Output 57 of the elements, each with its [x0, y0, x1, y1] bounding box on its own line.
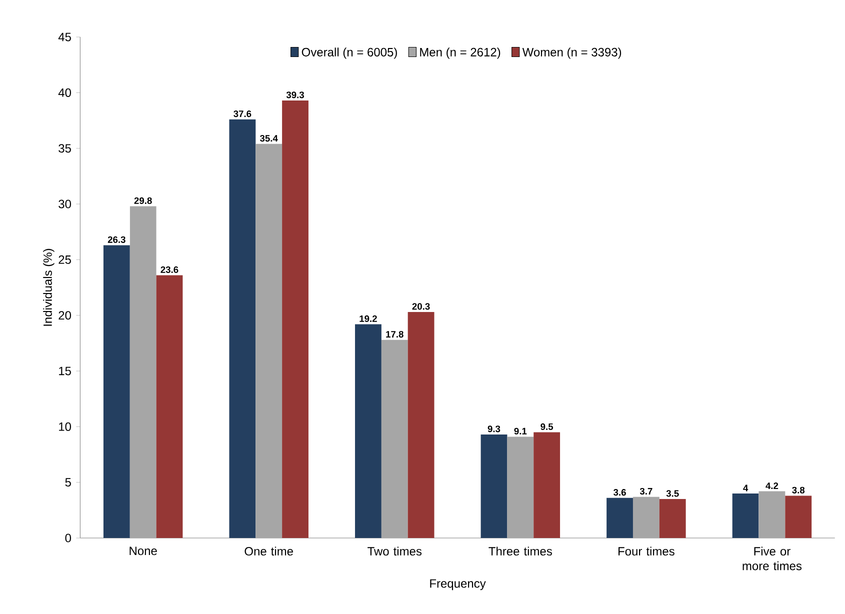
- y-tick-label: 35: [58, 144, 71, 153]
- data-label: 29.8: [134, 197, 152, 204]
- data-label: 3.6: [614, 489, 626, 496]
- data-label: 9.3: [488, 426, 500, 432]
- x-tick-label: One time: [244, 546, 293, 556]
- x-tick-label: Two times: [368, 546, 422, 556]
- bar: [229, 119, 256, 538]
- data-label: 4: [743, 484, 748, 492]
- y-tick-label: 45: [58, 32, 71, 42]
- y-tick-label: 5: [65, 478, 71, 487]
- bar: [408, 312, 434, 538]
- x-tick-label: Three times: [488, 546, 552, 556]
- y-tick-label: 40: [58, 88, 72, 97]
- bar: [534, 432, 560, 538]
- bar: [156, 275, 183, 538]
- x-axis-title: Frequency: [430, 579, 486, 590]
- data-label: 3.7: [640, 488, 652, 495]
- data-label: 26.3: [108, 236, 126, 243]
- bar: [785, 496, 812, 538]
- bar: [256, 144, 282, 538]
- bar: [130, 206, 156, 538]
- data-label: 3.5: [666, 490, 679, 497]
- y-tick-label: 25: [58, 255, 71, 264]
- y-tick-label: 20: [58, 311, 72, 320]
- legend-label: Men (n = 2612): [420, 48, 500, 59]
- data-label: 3.8: [792, 486, 805, 494]
- x-tick-label: Four times: [618, 546, 674, 556]
- y-tick-label: 0: [65, 534, 72, 542]
- x-tick-label: Five or more times: [742, 546, 802, 570]
- bar: [758, 491, 786, 538]
- y-tick-label: 10: [59, 422, 72, 431]
- bar: [732, 493, 759, 538]
- bar: [659, 499, 686, 538]
- bar: [381, 340, 408, 538]
- data-label: 17.8: [386, 330, 404, 338]
- bar: [480, 434, 508, 538]
- bar: [606, 498, 633, 538]
- bar: [507, 436, 534, 538]
- data-label: 23.6: [160, 266, 178, 273]
- bar: [282, 100, 308, 538]
- data-label: 37.6: [234, 110, 252, 118]
- data-label: 9.5: [540, 423, 554, 430]
- bar: [632, 496, 660, 538]
- data-label: 35.4: [260, 135, 278, 142]
- bar: [103, 245, 130, 538]
- y-tick-label: 30: [58, 200, 72, 208]
- data-label: 19.2: [360, 315, 377, 322]
- y-axis-title: Individuals (%): [43, 248, 54, 326]
- legend-label: Women (n = 3393): [522, 48, 622, 59]
- legend-label: Overall (n = 6005): [302, 48, 397, 59]
- data-label: 20.3: [412, 303, 430, 310]
- data-label: 9.1: [514, 428, 527, 434]
- data-label: 4.2: [766, 482, 778, 489]
- data-label: 39.3: [286, 92, 304, 98]
- bar: [355, 324, 382, 538]
- x-tick-label: None: [130, 546, 157, 556]
- y-tick-label: 15: [59, 366, 71, 376]
